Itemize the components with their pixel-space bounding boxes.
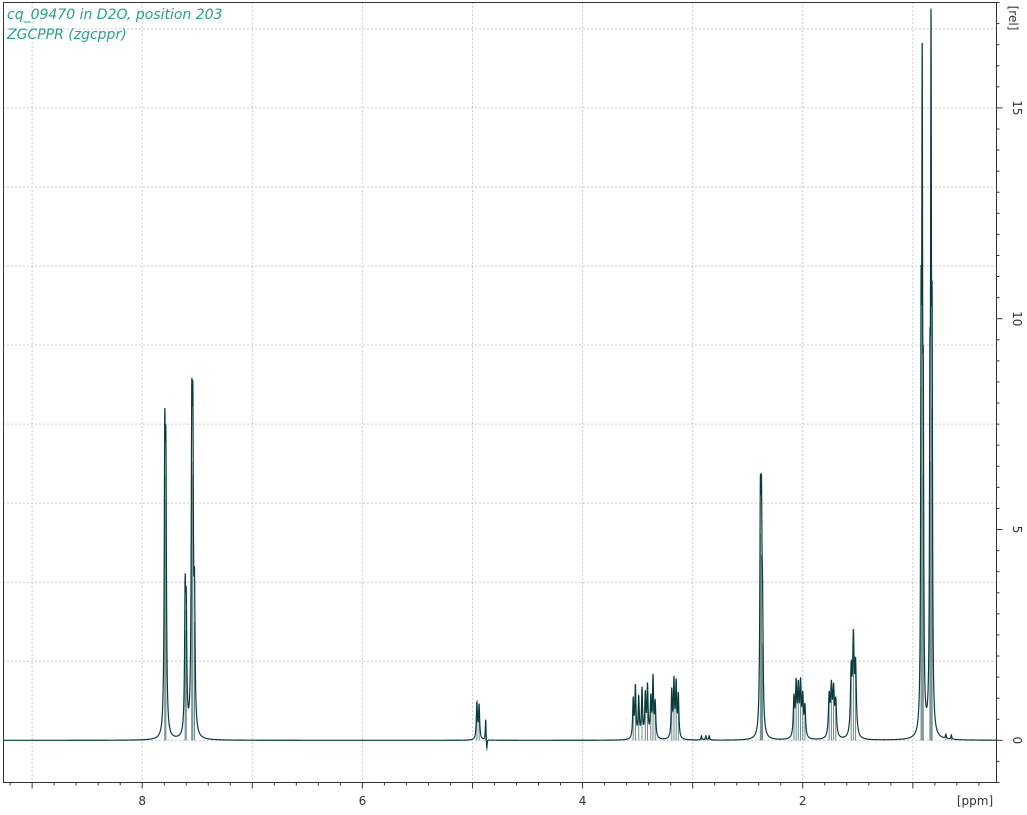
y-axis-label: [rel] [1006, 6, 1020, 31]
x-tick-label: 8 [138, 794, 146, 808]
spectrum-title: cq_09470 in D2O, position 203 [7, 7, 223, 23]
spectrum-trace [3, 8, 997, 750]
x-tick-label: 2 [799, 794, 807, 808]
plot-border [3, 2, 997, 783]
axes: 8 6 4 2 0 5 10 15 [ppm] [rel] [3, 2, 1024, 808]
y-tick-label: 5 [1010, 526, 1024, 534]
x-tick-label: 6 [359, 794, 367, 808]
y-tick-label: 15 [1010, 100, 1024, 115]
grid-lines [3, 2, 997, 783]
y-tick-label: 10 [1010, 311, 1024, 326]
x-tick-label: 4 [579, 794, 587, 808]
y-tick-label: 0 [1010, 737, 1024, 745]
x-axis-label: [ppm] [957, 794, 993, 808]
y-axis-ticks: 0 5 10 15 [996, 2, 1024, 783]
pulse-program-label: ZGCPPR (zgcppr) [7, 27, 127, 43]
spectrum-trace-layer [3, 8, 997, 751]
x-axis-ticks: 8 6 4 2 [9, 782, 980, 808]
